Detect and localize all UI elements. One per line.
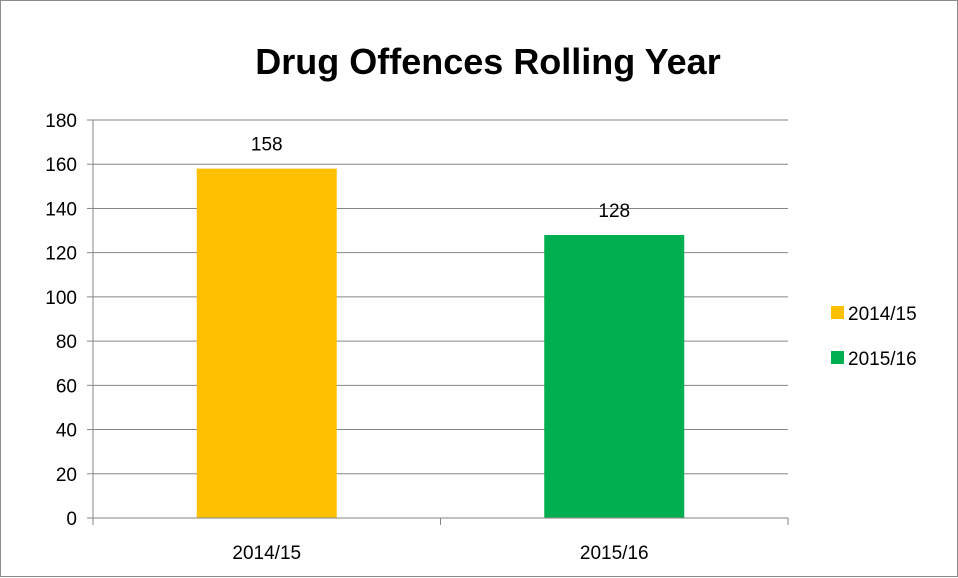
y-tick-label: 160: [45, 155, 77, 176]
x-tick-label: 2014/15: [232, 543, 301, 564]
y-tick-label: 80: [56, 332, 77, 353]
legend-swatch: [831, 306, 844, 319]
y-tick-label: 180: [45, 111, 77, 132]
legend-swatch: [831, 351, 844, 364]
bars: [196, 168, 685, 518]
y-tick-label: 100: [45, 288, 77, 309]
y-tick-label: 0: [66, 509, 77, 530]
axes: 0 20 40 60 80 100 120 140 160 180 2014/15 2015/16: [45, 111, 789, 564]
data-label: 128: [598, 201, 630, 222]
x-tick-label: 2015/16: [580, 543, 649, 564]
legend-label: 2014/15: [848, 304, 917, 325]
legend-label: 2015/16: [848, 349, 917, 370]
y-tick-label: 20: [56, 465, 77, 486]
bar: [544, 234, 685, 518]
chart-title: Drug Offences Rolling Year: [255, 41, 720, 82]
legend: 2014/15 2015/16: [831, 304, 917, 370]
bar: [196, 168, 337, 518]
data-label: 158: [251, 135, 283, 156]
y-tick-label: 120: [45, 244, 77, 265]
y-tick-label: 40: [56, 421, 77, 442]
data-labels: 158 128: [251, 135, 630, 222]
y-tick-label: 140: [45, 199, 77, 220]
y-tick-label: 60: [56, 376, 77, 397]
